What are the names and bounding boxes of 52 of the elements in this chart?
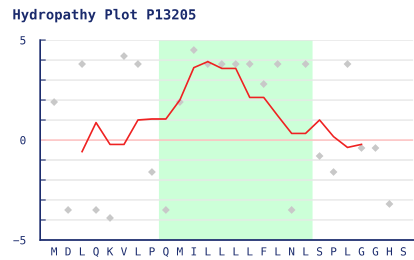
point	[64, 206, 72, 214]
x-tick-label: L	[275, 247, 280, 256]
x-tick-label: S	[316, 247, 322, 256]
x-tick-label: L	[234, 247, 239, 256]
point	[148, 168, 156, 176]
x-tick-label: F	[262, 247, 266, 256]
point	[232, 60, 240, 68]
point	[385, 200, 394, 208]
x-tick-label: L	[220, 247, 225, 256]
point	[288, 206, 296, 214]
x-tick-label: S	[400, 247, 406, 256]
x-tick-label: G	[358, 247, 364, 256]
y-tick-label: 5	[20, 36, 26, 44]
point	[344, 60, 352, 68]
x-tick-label: M	[51, 247, 57, 256]
x-tick-label: L	[248, 247, 253, 256]
x-tick-label: L	[345, 247, 350, 256]
point	[316, 152, 324, 160]
point	[330, 168, 338, 176]
y-tick-label: 0	[20, 136, 26, 144]
x-tick-label: K	[107, 247, 114, 256]
chart-title: Hydropathy Plot P13205	[13, 8, 196, 22]
x-tick-label: N	[289, 247, 294, 256]
x-tick-label: L	[136, 247, 141, 256]
x-tick-label: G	[372, 247, 378, 256]
point	[372, 144, 380, 152]
point	[260, 80, 268, 88]
point	[92, 206, 100, 214]
x-tick-label: L	[206, 247, 211, 256]
y-tick-label: −5	[13, 236, 26, 244]
point	[274, 60, 282, 68]
x-tick-label: Q	[163, 247, 169, 257]
point	[78, 60, 86, 68]
point	[106, 214, 114, 222]
x-tick-label: V	[120, 247, 128, 256]
point	[302, 60, 310, 68]
x-tick-label: Q	[93, 247, 99, 257]
x-tick-label: I	[192, 247, 196, 256]
x-tick-label: P	[150, 247, 155, 256]
x-tick-label: M	[176, 247, 183, 256]
point	[246, 60, 254, 68]
x-tick-label: L	[303, 247, 308, 256]
x-tick-label: H	[386, 247, 392, 256]
x-tick-label: D	[66, 247, 71, 256]
point	[120, 52, 128, 60]
point	[134, 60, 142, 68]
point	[218, 60, 226, 68]
x-tick-label: L	[80, 247, 85, 256]
point	[190, 46, 198, 54]
x-tick-label: P	[331, 247, 336, 256]
point	[162, 206, 170, 214]
point	[50, 98, 58, 106]
